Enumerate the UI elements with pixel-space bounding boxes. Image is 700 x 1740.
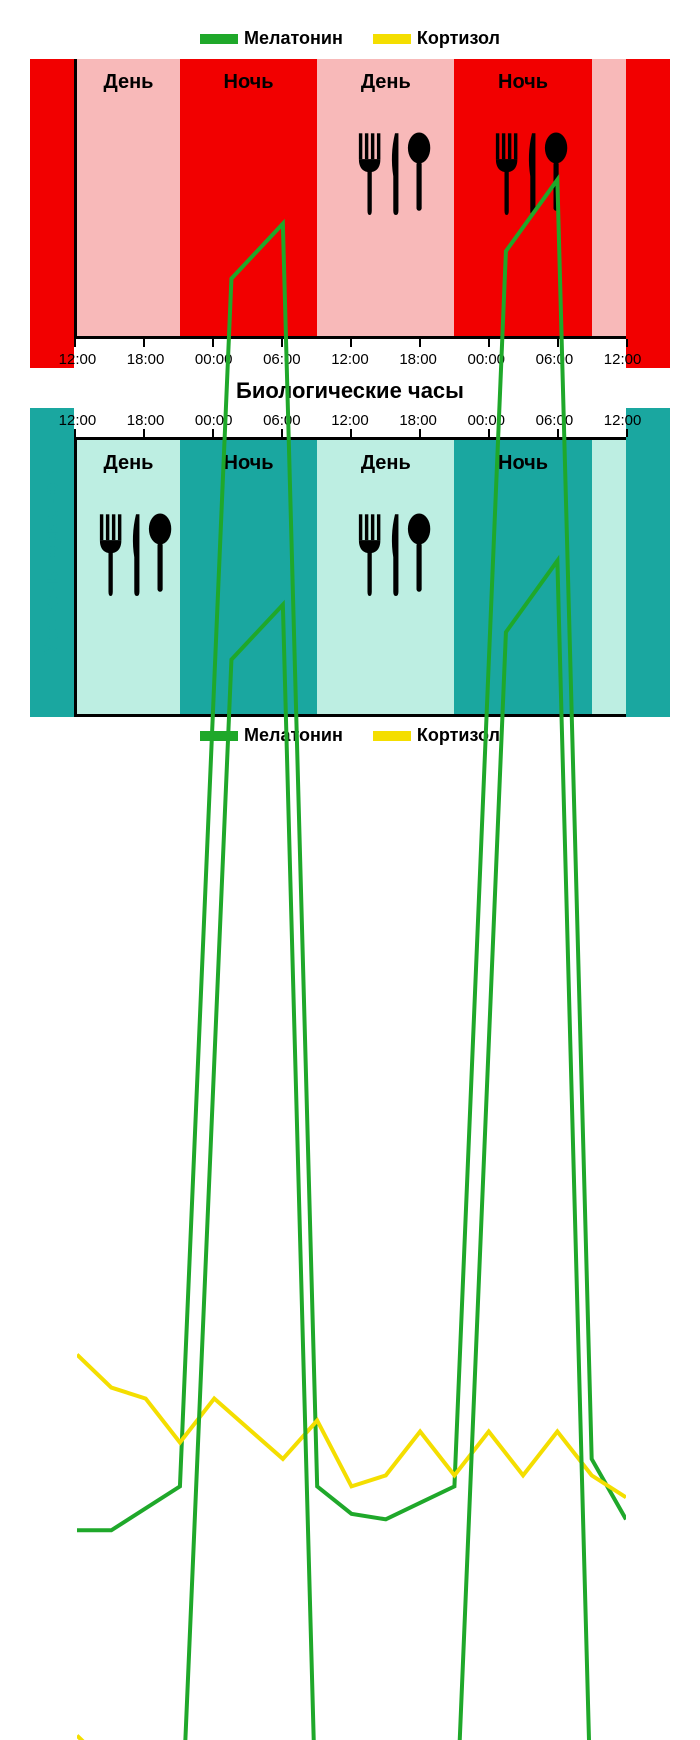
- plot-top: ДеньНочьДеньНочь: [74, 59, 626, 339]
- legend-label-melatonin: Мелатонин: [244, 28, 343, 49]
- legend-item-cortisol: Кортизол: [373, 28, 500, 49]
- ylabel-bottom: Уровень гормонов: [41, 470, 64, 655]
- lines-bottom: [77, 440, 626, 1740]
- legend-swatch-cortisol: [373, 34, 411, 44]
- cortisol-line: [77, 1736, 626, 1740]
- melatonin-line: [77, 561, 626, 1740]
- tick-mark: [626, 429, 628, 437]
- legend-label-cortisol: Кортизол: [417, 28, 500, 49]
- tick-mark: [74, 429, 76, 437]
- legend-swatch-melatonin: [200, 34, 238, 44]
- side-band-top: Уровень гормонов: [30, 59, 74, 368]
- side-band-top-right: [626, 59, 670, 368]
- ylabel-top: Уровень гормонов: [41, 121, 64, 306]
- plot-bottom: ДеньНочьДеньНочь: [74, 437, 626, 717]
- side-band-bottom: Уровень гормонов: [30, 408, 74, 717]
- tick-mark: [626, 339, 628, 347]
- tick-mark: [74, 339, 76, 347]
- legend-top: Мелатонин Кортизол: [30, 28, 670, 49]
- chart-bottom: Уровень гормонов 12:0018:0000:0006:0012:…: [30, 408, 670, 717]
- chart-top: Уровень гормонов ДеньНочьДеньНочь: [30, 59, 670, 368]
- legend-item-melatonin: Мелатонин: [200, 28, 343, 49]
- side-band-bottom-right: [626, 408, 670, 717]
